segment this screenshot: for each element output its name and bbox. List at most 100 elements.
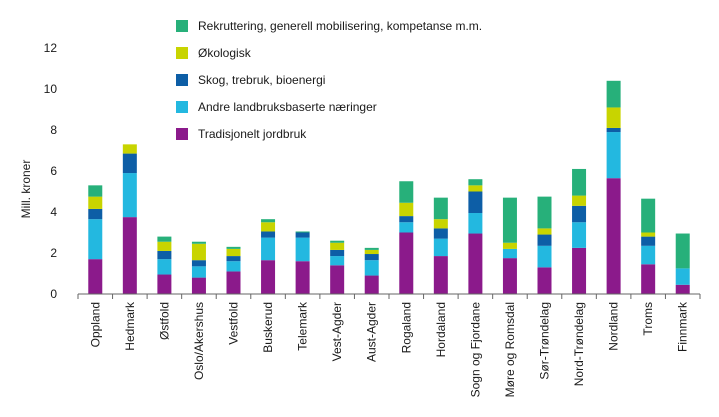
bar-stack <box>226 246 241 294</box>
bar-segment <box>261 222 276 232</box>
bar-segment <box>675 233 690 269</box>
bar-segment <box>226 256 241 262</box>
bar-segment <box>330 265 345 294</box>
bar-segment <box>88 196 103 209</box>
x-tick-label: Buskerud <box>261 302 275 353</box>
legend-item: Rekruttering, generell mobilisering, kom… <box>176 19 482 33</box>
bar-stack <box>295 231 310 294</box>
bar-segment <box>537 228 552 235</box>
bar-stack <box>433 197 448 294</box>
x-axis-labels: Oppland Hedmark Østfold Oslo/Akershus Vestfo… <box>77 294 701 398</box>
y-axis: 0 2 4 6 8 10 12 <box>44 41 58 301</box>
bar-segment <box>675 268 690 285</box>
bar-stack <box>88 185 103 294</box>
bar-segment <box>572 195 587 206</box>
bar-stack <box>502 197 517 294</box>
x-tick-label: Nordland <box>607 302 621 351</box>
bar-segment <box>433 197 448 220</box>
bar-segment <box>399 222 414 233</box>
y-tick-label: 4 <box>50 205 57 219</box>
bar-segment <box>122 173 137 218</box>
bar-segment <box>433 219 448 229</box>
bar-segment <box>399 232 414 294</box>
bar-segment <box>433 238 448 257</box>
bar-segment <box>606 178 621 294</box>
bar-segment <box>502 197 517 243</box>
bar-segment <box>88 208 103 220</box>
bar-segment <box>261 260 276 294</box>
bar-segment <box>295 261 310 294</box>
bar-segment <box>641 245 656 265</box>
bar-segment <box>364 247 379 250</box>
x-tick-label: Sør-Trøndelag <box>538 302 552 380</box>
bar-segment <box>537 267 552 294</box>
bar-segment <box>226 261 241 272</box>
bar-segment <box>330 249 345 257</box>
bar-segment <box>537 196 552 229</box>
bar-segment <box>399 202 414 217</box>
bar-segment <box>468 179 483 186</box>
bar-segment <box>364 275 379 294</box>
x-tick-label: Sogn og Fjordane <box>468 302 482 398</box>
x-tick-label: Østfold <box>157 302 171 340</box>
bar-segment <box>157 259 172 275</box>
bar-stack <box>572 168 587 294</box>
bar-segment <box>399 181 414 203</box>
y-tick-label: 2 <box>50 246 57 260</box>
bar-stack <box>122 144 137 294</box>
bar-segment <box>295 231 310 233</box>
bar-stack <box>641 198 656 294</box>
bar-segment <box>157 236 172 242</box>
bar-segment <box>641 232 656 237</box>
bar-segment <box>572 247 587 294</box>
legend-label: Økologisk <box>198 46 252 60</box>
x-tick-label: Aust-Agder <box>365 302 379 362</box>
bar-stack <box>675 233 690 294</box>
bar-segment <box>502 248 517 259</box>
bar-segment <box>537 245 552 268</box>
legend-item: Skog, trebruk, bioenergi <box>176 73 325 87</box>
legend-swatch <box>176 47 188 59</box>
bar-segment <box>226 271 241 294</box>
legend-label: Skog, trebruk, bioenergi <box>198 73 325 87</box>
bar-segment <box>468 191 483 214</box>
bar-stack <box>191 241 206 294</box>
bar-stack <box>537 196 552 294</box>
bar-segment <box>399 216 414 223</box>
bar-segment <box>88 259 103 294</box>
bar-segment <box>191 277 206 294</box>
x-tick-label: Finnmark <box>676 301 690 352</box>
x-tick-label: Vestfold <box>227 302 241 345</box>
bars <box>88 80 690 294</box>
x-tick-label: Troms <box>641 302 655 336</box>
bar-segment <box>157 274 172 294</box>
bar-segment <box>88 185 103 197</box>
bar-segment <box>330 242 345 250</box>
legend-swatch <box>176 74 188 86</box>
x-tick-label: Rogaland <box>399 302 413 353</box>
x-tick-label: Nord-Trøndelag <box>572 302 586 386</box>
bar-stack <box>364 247 379 294</box>
bar-stack <box>399 181 414 294</box>
x-tick-label: Hordaland <box>434 302 448 357</box>
bar-segment <box>572 222 587 248</box>
bar-stack <box>157 236 172 294</box>
y-tick-label: 8 <box>50 123 57 137</box>
x-tick-label: Telemark <box>296 301 310 351</box>
bar-segment <box>433 228 448 239</box>
x-tick-label: Møre og Romsdal <box>503 302 517 397</box>
bar-segment <box>364 249 379 255</box>
legend-label: Andre landbruksbaserte næringer <box>198 100 377 114</box>
legend-label: Rekruttering, generell mobilisering, kom… <box>198 19 482 33</box>
bar-segment <box>468 213 483 234</box>
bar-segment <box>675 284 690 294</box>
bar-segment <box>502 258 517 294</box>
bar-segment <box>226 248 241 257</box>
bar-segment <box>364 260 379 276</box>
x-tick-label: Oslo/Akershus <box>192 302 206 380</box>
bar-segment <box>191 241 206 244</box>
bar-stack <box>468 179 483 294</box>
bar-segment <box>261 231 276 238</box>
legend-swatch <box>176 128 188 140</box>
bar-segment <box>433 256 448 294</box>
